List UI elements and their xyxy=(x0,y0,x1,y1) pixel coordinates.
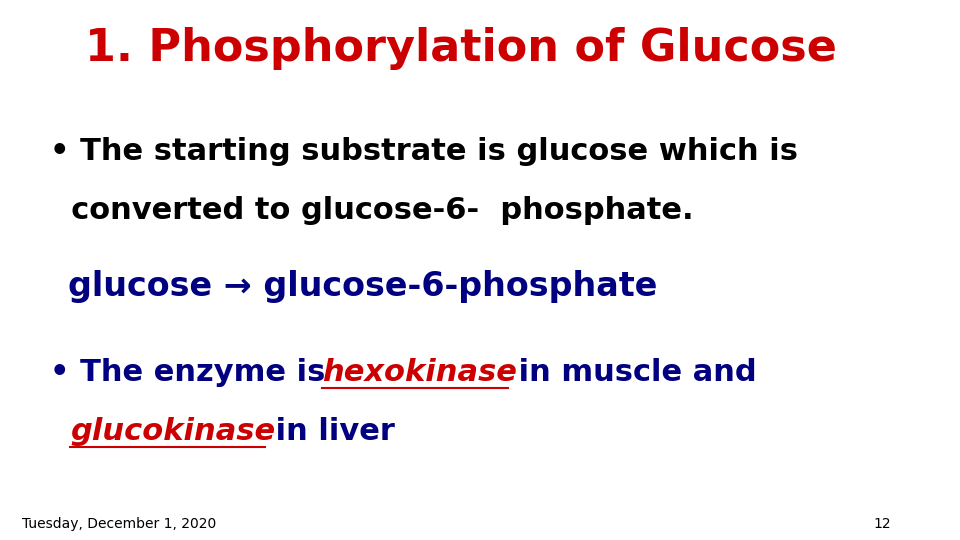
Text: in liver: in liver xyxy=(265,417,396,447)
Text: 1. Phosphorylation of Glucose: 1. Phosphorylation of Glucose xyxy=(85,27,837,70)
Text: Tuesday, December 1, 2020: Tuesday, December 1, 2020 xyxy=(22,517,217,531)
Text: hexokinase: hexokinase xyxy=(323,358,517,387)
Text: glucose → glucose-6-phosphate: glucose → glucose-6-phosphate xyxy=(68,269,658,303)
Text: converted to glucose-6-  phosphate.: converted to glucose-6- phosphate. xyxy=(50,196,693,225)
Text: • The starting substrate is glucose which is: • The starting substrate is glucose whic… xyxy=(50,137,798,166)
Text: glucokinase: glucokinase xyxy=(70,417,276,447)
Text: • The enzyme is: • The enzyme is xyxy=(50,358,336,387)
Text: in muscle and: in muscle and xyxy=(508,358,756,387)
Text: 12: 12 xyxy=(874,517,891,531)
